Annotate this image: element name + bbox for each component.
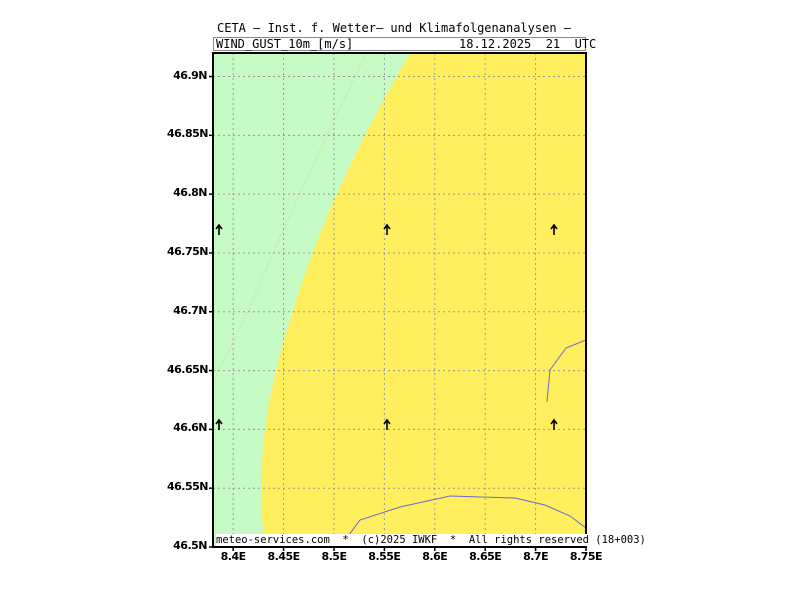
plot-frame <box>212 52 587 548</box>
variable-box <box>213 37 586 51</box>
lon-tick-label: 8.45E <box>267 550 300 563</box>
map-title: CETA — Inst. f. Wetter— und Klimafolgena… <box>217 21 572 35</box>
border-line-south <box>339 495 586 547</box>
lat-tick-label: 46.8N <box>173 186 207 200</box>
border-line-east <box>546 339 586 403</box>
lat-tick-label: 46.9N <box>173 68 207 82</box>
wind-arrow-icon <box>215 418 223 430</box>
wind-arrow-icon <box>550 418 558 430</box>
variable-label: WIND_GUST_10m_[m/s] <box>216 37 354 51</box>
lon-tick-label: 8.5E <box>321 550 347 563</box>
wind-arrow-icon <box>383 223 391 235</box>
grid-lines <box>213 53 586 547</box>
lat-tick-label: 46.85N <box>167 127 209 141</box>
copyright-footer: meteo-services.com * (c)2025 IWKF * All … <box>216 534 646 546</box>
lon-tick-label: 8.4E <box>220 550 247 563</box>
valid-time: 18.12.2025 21 UTC <box>459 37 597 51</box>
lat-tick-label: 46.7N <box>173 303 207 317</box>
contour-line <box>213 53 367 381</box>
wind-arrow-icon <box>383 418 391 430</box>
lon-tick-label: 8.6E <box>422 550 448 563</box>
wind-arrow-icon <box>550 223 558 235</box>
lon-tick-label: 8.75E <box>569 550 603 563</box>
lon-tick-label: 8.55E <box>368 550 401 563</box>
green-band-area <box>213 53 410 547</box>
lat-tick-label: 46.65N <box>167 362 209 376</box>
lon-tick-label: 8.65E <box>469 550 502 563</box>
lat-tick-label: 46.75N <box>167 244 209 258</box>
lon-tick-label: 8.7E <box>523 550 549 563</box>
axis-ticks <box>209 75 587 551</box>
lat-tick-label: 46.6N <box>173 421 207 435</box>
wind-arrow-icon <box>215 223 223 235</box>
lat-tick-label: 46.5N <box>173 539 207 552</box>
lat-tick-label: 46.55N <box>167 480 209 494</box>
